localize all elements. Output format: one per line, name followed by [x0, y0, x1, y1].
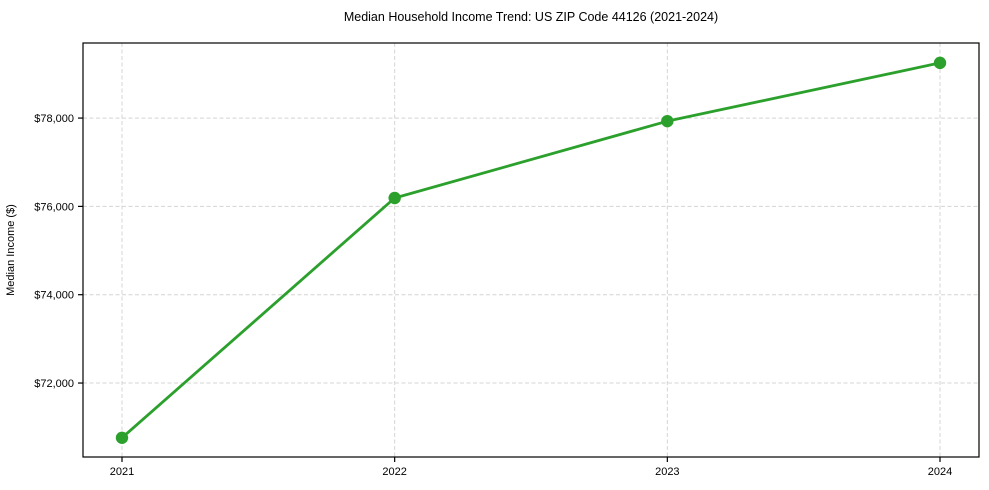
- x-tick-label: 2024: [928, 466, 952, 478]
- x-tick-label: 2022: [382, 466, 406, 478]
- y-tick-label: $76,000: [34, 201, 74, 213]
- y-tick-label: $74,000: [34, 290, 74, 302]
- income-trend-line: [120, 61, 942, 440]
- data-point-2024: [933, 56, 947, 70]
- y-tick-label: $78,000: [34, 113, 74, 125]
- tick-labels: $72,000 $74,000 $76,000 $78,000 2021 2022 2023…: [34, 113, 952, 478]
- data-point-2022: [388, 191, 401, 205]
- gridlines: [83, 43, 979, 457]
- x-tick-label: 2023: [655, 466, 679, 478]
- x-tick-label: 2021: [110, 466, 134, 478]
- data-point-2023: [661, 114, 674, 128]
- y-axis-label: Median Income ($): [5, 204, 17, 296]
- y-tick-label: $72,000: [34, 378, 74, 390]
- axis-ticks: [78, 117, 941, 462]
- data-points: [115, 56, 947, 444]
- plot-border: [82, 42, 980, 458]
- series-line: [120, 61, 942, 440]
- data-point-2021: [115, 431, 129, 444]
- chart-title: Median Household Income Trend: US ZIP Co…: [344, 10, 718, 24]
